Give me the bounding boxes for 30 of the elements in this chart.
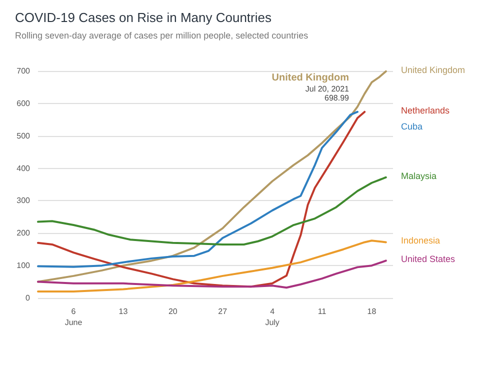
y-tick-label: 200 [16,228,31,238]
series-label: Indonesia [401,236,440,246]
x-tick-label: 18 [367,307,377,316]
y-tick-label: 500 [16,131,31,140]
y-tick-label: 0 [26,294,31,302]
y-tick-label: 600 [16,98,31,108]
series-label: Malaysia [401,170,437,181]
annotation: 698.99 [324,94,350,102]
y-tick-label: 300 [16,196,31,206]
series-label: United Kingdom [401,64,466,75]
x-tick-label: 11 [318,307,327,316]
text: Netherlands [401,105,450,116]
text: Cuba [401,121,423,132]
chart-title: COVID-19 Cases on Rise in Many Countries [15,10,272,25]
annotation: United Kingdom [272,72,350,84]
series-label: United States [401,254,456,264]
y-tick-label: 700 [16,66,31,76]
annotation: Jul 20, 2021 [305,84,350,94]
x-tick-label: 6 June [64,307,83,327]
x-tick-label: 20 [168,307,178,316]
line-series [37,260,387,289]
line-series [37,240,387,293]
line-series [37,176,387,246]
x-tick-label: 27 [218,307,228,316]
x-tick-label: 13 [118,307,128,316]
y-tick-label: 100 [16,261,31,270]
y-tick-label: 400 [16,164,31,173]
line-series [37,70,387,283]
chart-subtitle: Rolling seven-day average of cases per million people, selected countries [15,30,309,40]
x-tick-label: 4 July [265,307,280,327]
